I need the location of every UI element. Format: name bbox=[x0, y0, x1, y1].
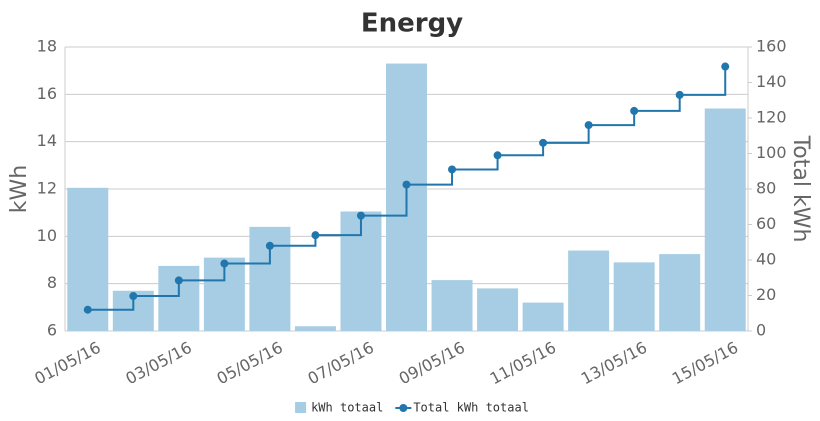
y2-tick-label: 160 bbox=[756, 37, 787, 56]
x-tick-label: 15/05/16 bbox=[669, 338, 741, 389]
point bbox=[311, 231, 320, 240]
bar bbox=[522, 302, 564, 331]
y2-tick-label: 20 bbox=[756, 285, 776, 304]
point bbox=[402, 180, 411, 189]
bar bbox=[568, 250, 610, 331]
y-tick-label: 6 bbox=[47, 321, 57, 340]
bar bbox=[613, 262, 655, 331]
y-tick-label: 10 bbox=[37, 226, 57, 245]
x-tick-label: 01/05/16 bbox=[31, 338, 103, 389]
y-tick-label: 18 bbox=[37, 37, 57, 56]
y2-tick-label: 120 bbox=[756, 108, 787, 127]
y2-axis-title: Total kWh bbox=[788, 135, 813, 243]
y2-tick-label: 0 bbox=[756, 321, 766, 340]
y-tick-label: 16 bbox=[37, 84, 57, 103]
x-tick-label: 13/05/16 bbox=[578, 338, 650, 389]
point bbox=[584, 121, 593, 130]
x-tick-label: 05/05/16 bbox=[214, 338, 286, 389]
point bbox=[83, 305, 92, 314]
point bbox=[721, 62, 730, 71]
legend-label: Total kWh totaal bbox=[413, 401, 529, 415]
y2-tick-label: 60 bbox=[756, 214, 776, 233]
bar bbox=[704, 108, 746, 332]
y-tick-label: 8 bbox=[47, 273, 57, 292]
point bbox=[129, 292, 138, 301]
x-tick-label: 07/05/16 bbox=[305, 338, 377, 389]
bar bbox=[158, 265, 200, 331]
y-tick-label: 14 bbox=[37, 131, 57, 150]
y-axis-title: kWh bbox=[7, 165, 32, 213]
legend-swatch bbox=[295, 402, 307, 413]
point bbox=[174, 276, 183, 285]
legend: kWh totaal Total kWh totaal bbox=[295, 401, 529, 415]
x-tick-label: 09/05/16 bbox=[396, 338, 468, 389]
x-tick-label: 11/05/16 bbox=[487, 338, 559, 389]
bar bbox=[431, 280, 473, 331]
point bbox=[493, 151, 502, 160]
chart-title: Energy bbox=[361, 9, 463, 39]
point bbox=[220, 259, 229, 268]
point bbox=[539, 138, 548, 147]
y2-tick-label: 140 bbox=[756, 72, 787, 91]
y-tick-label: 12 bbox=[37, 179, 57, 198]
point bbox=[630, 106, 639, 115]
point bbox=[356, 211, 365, 220]
legend-label: kWh totaal bbox=[311, 401, 383, 415]
y2-tick-label: 80 bbox=[756, 179, 776, 198]
point bbox=[675, 90, 684, 99]
x-tick-label: 03/05/16 bbox=[122, 338, 194, 389]
bar bbox=[294, 326, 336, 331]
y2-tick-label: 100 bbox=[756, 143, 787, 162]
bar bbox=[659, 254, 701, 331]
point bbox=[448, 165, 457, 174]
y2-tick-label: 40 bbox=[756, 250, 776, 269]
point bbox=[265, 241, 274, 250]
legend-swatch-point bbox=[399, 404, 408, 412]
bar bbox=[477, 288, 519, 331]
